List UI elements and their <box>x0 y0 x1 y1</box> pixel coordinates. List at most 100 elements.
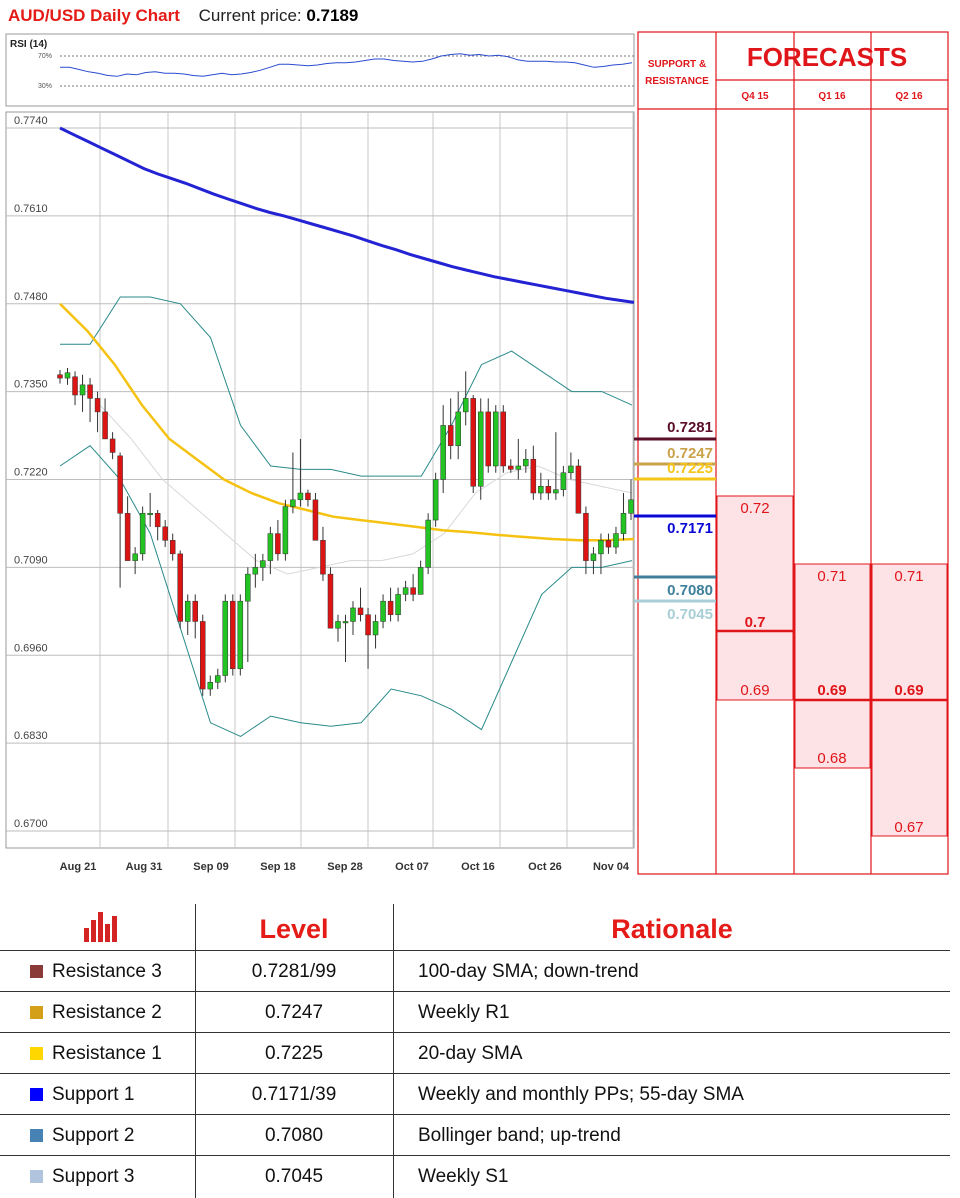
x-tick-label: Oct 26 <box>528 861 562 873</box>
level-rationale: 100-day SMA; down-trend <box>418 961 639 982</box>
level-name: Support 2 <box>52 1125 135 1146</box>
level-color-swatch <box>30 1170 43 1183</box>
chart-area: 0.7740 0.7610 0.7480 0.7350 0.7220 0.7090 0.69… <box>5 31 949 875</box>
rsi-label: RSI (14) <box>10 39 47 50</box>
q4-low: 0.69 <box>740 682 769 699</box>
bollinger-lower-line <box>59 445 633 737</box>
candle-body <box>72 376 78 396</box>
candle-body <box>245 573 251 602</box>
sr-level-label: 0.7045 <box>667 606 713 623</box>
sma55-line <box>59 302 635 542</box>
candle-body <box>613 533 619 548</box>
candle-body <box>462 398 469 413</box>
candle-body <box>477 411 484 487</box>
candle-body <box>523 458 529 467</box>
candle-body <box>583 513 589 561</box>
x-tick-label: Aug 21 <box>60 861 97 873</box>
level-name: Resistance 1 <box>52 1043 162 1064</box>
level-name: Resistance 3 <box>52 961 162 982</box>
table-row: Resistance 3 0.7281/99 100-day SMA; down-t… <box>0 950 950 992</box>
candle-body <box>628 499 634 514</box>
sma100-line <box>59 126 635 304</box>
level-value: 0.7171/39 <box>251 1084 337 1105</box>
rsi-frame <box>5 33 635 107</box>
candle-body <box>432 479 439 521</box>
candle-body <box>425 519 431 568</box>
sma20-line <box>99 404 633 575</box>
bar-chart-icon <box>84 910 124 942</box>
candle-body <box>440 425 446 480</box>
x-tick-label: Oct 07 <box>395 861 429 873</box>
level-name: Resistance 2 <box>52 1002 162 1023</box>
candle-body <box>530 458 537 494</box>
col-divider <box>195 904 196 1198</box>
candle-body <box>568 465 574 473</box>
candle-body <box>493 411 499 467</box>
candle-body <box>485 411 491 467</box>
candle-body <box>598 540 604 555</box>
level-value: 0.7080 <box>264 1125 324 1146</box>
forecast-col-header: Q2 16 <box>895 91 923 102</box>
candle-body <box>162 526 168 541</box>
candle-body <box>177 553 183 622</box>
candle-body <box>282 506 289 555</box>
level-name: Support 1 <box>52 1084 135 1105</box>
candle-body <box>560 472 567 490</box>
candle-body <box>297 492 304 501</box>
level-value: 0.7045 <box>264 1166 324 1187</box>
level-color-swatch <box>30 965 43 978</box>
candle-body <box>184 600 191 622</box>
y-tick-label: 0.7090 <box>14 554 48 566</box>
candle-body <box>94 398 101 413</box>
candle-body <box>109 438 116 453</box>
y-tick-label: 0.7220 <box>14 467 48 479</box>
candle-body <box>508 465 514 470</box>
sr-title-line1: SUPPORT & <box>648 59 706 70</box>
candle-body <box>327 573 334 629</box>
candle-body <box>455 411 461 446</box>
candle-body <box>192 600 198 622</box>
sr-level-label: 0.7281 <box>667 419 713 436</box>
x-tick-label: Sep 28 <box>327 861 362 873</box>
candle-body <box>230 600 236 670</box>
table-row: Support 2 0.7080 Bollinger band; up-trend <box>0 1114 950 1156</box>
candle-body <box>395 594 401 615</box>
level-rationale: Bollinger band; up-trend <box>418 1125 621 1146</box>
candle-body <box>132 553 138 561</box>
price-label: Current price: <box>198 6 302 25</box>
candle-body <box>342 621 349 624</box>
y-tick-label: 0.7740 <box>14 115 48 127</box>
candle-body <box>357 607 364 615</box>
table-row: Support 1 0.7171/39 Weekly and monthly PPs… <box>0 1073 950 1115</box>
candle-body <box>365 614 371 636</box>
q2-low: 0.67 <box>894 819 923 836</box>
candle-body <box>470 398 476 487</box>
candle-body <box>117 455 123 514</box>
candle-body <box>372 621 379 636</box>
sr-level-label: 0.7247 <box>667 445 713 462</box>
candle-body <box>410 587 416 595</box>
candle-body <box>590 553 597 561</box>
candle-body <box>305 492 311 501</box>
price-value: 0.7189 <box>306 6 359 25</box>
candle-body <box>275 533 281 555</box>
candle-body <box>545 486 552 494</box>
q4-forecast-box <box>716 495 794 701</box>
q1-forecast-box <box>794 563 871 769</box>
level-rationale: 20-day SMA <box>418 1043 523 1064</box>
rsi-70-label: 70% <box>38 53 52 60</box>
level-value: 0.7247 <box>264 1002 324 1023</box>
candle-body <box>387 600 394 615</box>
q1-mid: 0.69 <box>817 682 846 699</box>
q2-high: 0.71 <box>894 568 923 585</box>
candle-body <box>87 384 93 399</box>
candle-body <box>57 374 63 379</box>
sr-level-label: 0.7171 <box>667 520 713 537</box>
candle-body <box>252 567 259 575</box>
q1-high: 0.71 <box>817 568 846 585</box>
candle-body <box>154 513 161 528</box>
candle-body <box>215 675 221 683</box>
y-tick-label: 0.6700 <box>14 818 48 830</box>
level-rationale: Weekly S1 <box>418 1166 509 1187</box>
forecasts-title: FORECASTS <box>747 42 907 72</box>
